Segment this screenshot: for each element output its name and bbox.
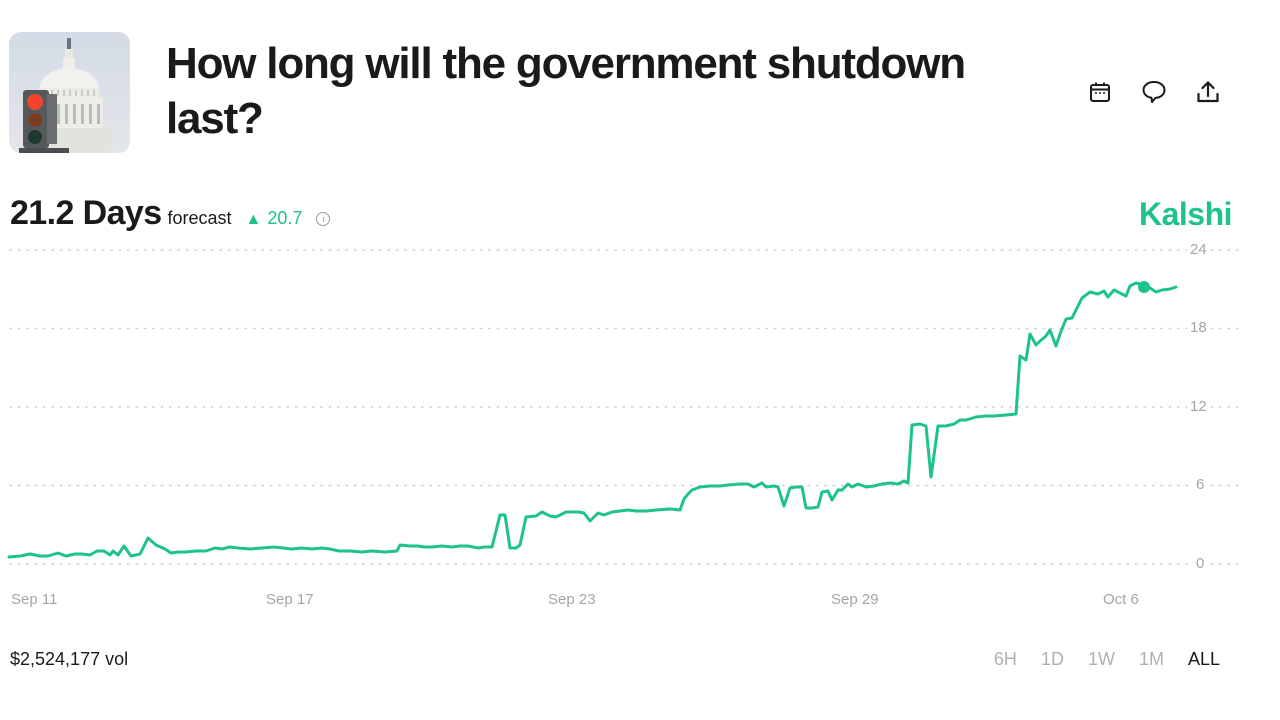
range-1m[interactable]: 1M	[1138, 649, 1164, 669]
range-all[interactable]: ALL	[1187, 649, 1220, 669]
volume-label: $2,524,177 vol	[10, 649, 129, 669]
y-tick-18: 18	[1187, 319, 1210, 336]
x-tick-sep-29: Sep 29	[831, 591, 879, 608]
share-icon	[1197, 81, 1219, 103]
capitol-image	[9, 32, 130, 153]
last-point-marker	[1138, 281, 1150, 293]
forecast-value: 21.2 Days	[10, 194, 162, 232]
gridlines	[9, 249, 1241, 565]
range-1w[interactable]: 1W	[1087, 649, 1115, 669]
y-tick-0: 0	[1193, 555, 1208, 572]
forecast-label: forecast	[167, 208, 232, 228]
x-tick-sep-23: Sep 23	[548, 591, 596, 608]
market-title: How long will the government shutdown la…	[166, 39, 966, 143]
x-tick-oct-6: Oct 6	[1103, 591, 1139, 608]
info-icon[interactable]: i	[316, 212, 331, 226]
x-tick-sep-11: Sep 11	[11, 591, 58, 608]
forecast-line	[7, 281, 1178, 559]
market-thumbnail	[9, 32, 130, 153]
time-range-selector: 6H 1D 1W 1M ALL	[970, 649, 1220, 670]
x-tick-sep-17: Sep 17	[266, 591, 314, 608]
calendar-button[interactable]	[1086, 78, 1114, 106]
forecast-change: ▲ 20.7	[246, 208, 303, 229]
forecast-change-value: 20.7	[267, 208, 303, 228]
range-6h[interactable]: 6H	[993, 649, 1017, 669]
comment-icon	[1142, 81, 1166, 103]
comments-button[interactable]	[1140, 78, 1168, 106]
y-tick-24: 24	[1187, 241, 1210, 258]
up-arrow-icon: ▲	[245, 211, 262, 228]
calendar-icon	[1090, 82, 1110, 102]
market-actions	[1086, 78, 1222, 106]
brand-logo: Kalshi	[1138, 196, 1233, 232]
range-1d[interactable]: 1D	[1040, 649, 1064, 669]
share-button[interactable]	[1194, 78, 1222, 106]
forecast-headline: 21.2 Days forecast ▲ 20.7 i	[10, 194, 331, 233]
y-tick-12: 12	[1187, 398, 1210, 415]
y-tick-6: 6	[1193, 476, 1208, 493]
